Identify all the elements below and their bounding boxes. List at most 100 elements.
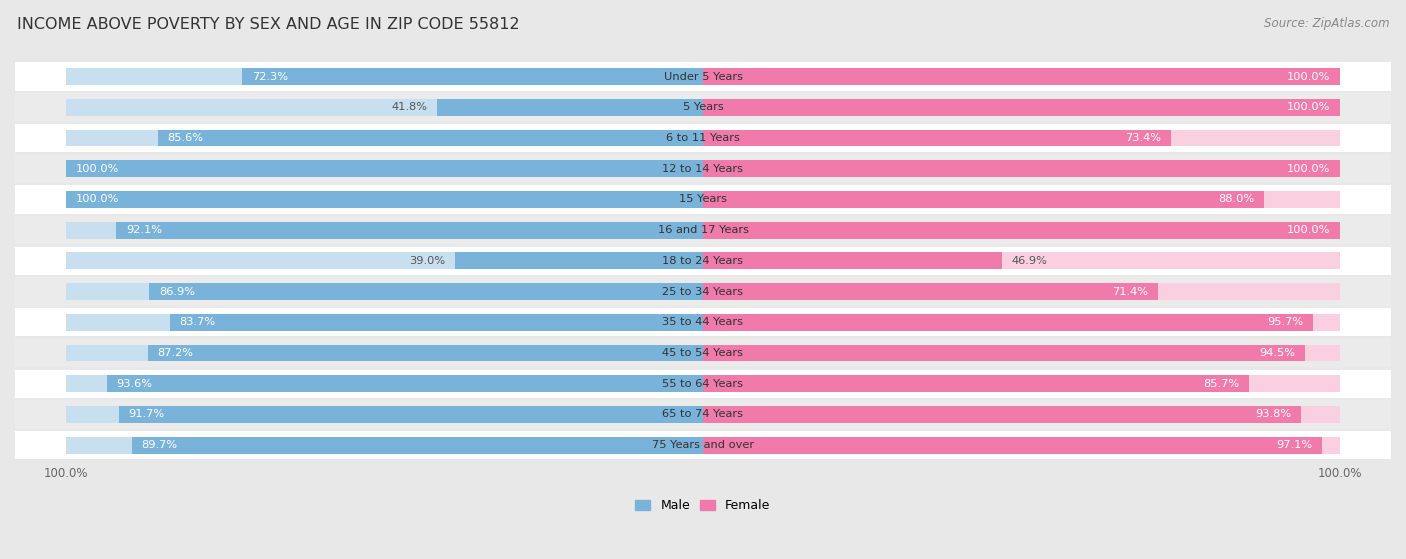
Bar [148,344,703,362]
Text: 97.1%: 97.1% [1275,440,1312,450]
Bar [703,253,1340,269]
Bar [15,93,1391,121]
Bar [107,375,703,392]
Text: 35 to 44 Years: 35 to 44 Years [662,318,744,328]
Bar [242,68,703,85]
Text: 100.0%: 100.0% [76,195,120,205]
Text: 93.6%: 93.6% [117,379,152,389]
Text: 86.9%: 86.9% [159,287,195,297]
Bar [703,375,1249,392]
Bar [149,283,703,300]
Text: 15 Years: 15 Years [679,195,727,205]
Bar [66,191,703,208]
Bar [132,437,703,453]
Bar [15,63,1391,91]
Legend: Male, Female: Male, Female [636,499,770,512]
Bar [703,253,1001,269]
Bar [703,344,1340,362]
Bar [703,160,1340,177]
Text: 88.0%: 88.0% [1218,195,1254,205]
Text: Under 5 Years: Under 5 Years [664,72,742,82]
Bar [66,283,703,300]
Text: 6 to 11 Years: 6 to 11 Years [666,133,740,143]
Bar [454,253,703,269]
Bar [703,68,1340,85]
Bar [15,400,1391,429]
Bar [703,191,1264,208]
Text: INCOME ABOVE POVERTY BY SEX AND AGE IN ZIP CODE 55812: INCOME ABOVE POVERTY BY SEX AND AGE IN Z… [17,17,519,32]
Text: 25 to 34 Years: 25 to 34 Years [662,287,744,297]
Bar [15,155,1391,183]
Bar [703,68,1340,85]
Bar [703,406,1340,423]
Bar [703,314,1313,331]
Bar [703,99,1340,116]
Text: 94.5%: 94.5% [1260,348,1295,358]
Text: 100.0%: 100.0% [1286,225,1330,235]
Bar [703,437,1340,453]
Bar [703,283,1159,300]
Text: 100.0%: 100.0% [1286,102,1330,112]
Bar [703,160,1340,177]
Bar [117,222,703,239]
Bar [703,375,1340,392]
Text: Source: ZipAtlas.com: Source: ZipAtlas.com [1264,17,1389,30]
Text: 5 Years: 5 Years [683,102,723,112]
Bar [15,339,1391,367]
Bar [15,247,1391,275]
Text: 100.0%: 100.0% [1286,72,1330,82]
Text: 73.4%: 73.4% [1125,133,1161,143]
Text: 16 and 17 Years: 16 and 17 Years [658,225,748,235]
Bar [15,186,1391,214]
Bar [120,406,703,423]
Text: 46.9%: 46.9% [1011,256,1047,266]
Bar [66,344,703,362]
Text: 12 to 14 Years: 12 to 14 Years [662,164,744,174]
Bar [703,130,1340,146]
Bar [703,130,1171,146]
Text: 65 to 74 Years: 65 to 74 Years [662,409,744,419]
Bar [170,314,703,331]
Bar [703,99,1340,116]
Bar [66,314,703,331]
Bar [66,191,703,208]
Bar [157,130,703,146]
Bar [66,375,703,392]
Text: 93.8%: 93.8% [1256,409,1291,419]
Bar [703,406,1301,423]
Bar [66,68,703,85]
Bar [66,160,703,177]
Bar [66,406,703,423]
Text: 89.7%: 89.7% [141,440,177,450]
Text: 41.8%: 41.8% [391,102,427,112]
Text: 45 to 54 Years: 45 to 54 Years [662,348,744,358]
Bar [66,253,703,269]
Bar [15,277,1391,306]
Text: 55 to 64 Years: 55 to 64 Years [662,379,744,389]
Text: 72.3%: 72.3% [252,72,288,82]
Bar [15,431,1391,459]
Bar [66,160,703,177]
Text: 18 to 24 Years: 18 to 24 Years [662,256,744,266]
Text: 85.6%: 85.6% [167,133,204,143]
Bar [15,369,1391,398]
Bar [703,437,1322,453]
Text: 100.0%: 100.0% [1286,164,1330,174]
Text: 87.2%: 87.2% [157,348,193,358]
Bar [703,222,1340,239]
Text: 83.7%: 83.7% [180,318,215,328]
Bar [15,124,1391,152]
Text: 100.0%: 100.0% [76,164,120,174]
Bar [703,314,1340,331]
Bar [66,99,703,116]
Text: 91.7%: 91.7% [128,409,165,419]
Text: 39.0%: 39.0% [409,256,446,266]
Bar [66,437,703,453]
Bar [66,222,703,239]
Bar [15,216,1391,244]
Bar [15,308,1391,337]
Text: 75 Years and over: 75 Years and over [652,440,754,450]
Bar [437,99,703,116]
Bar [66,130,703,146]
Bar [703,222,1340,239]
